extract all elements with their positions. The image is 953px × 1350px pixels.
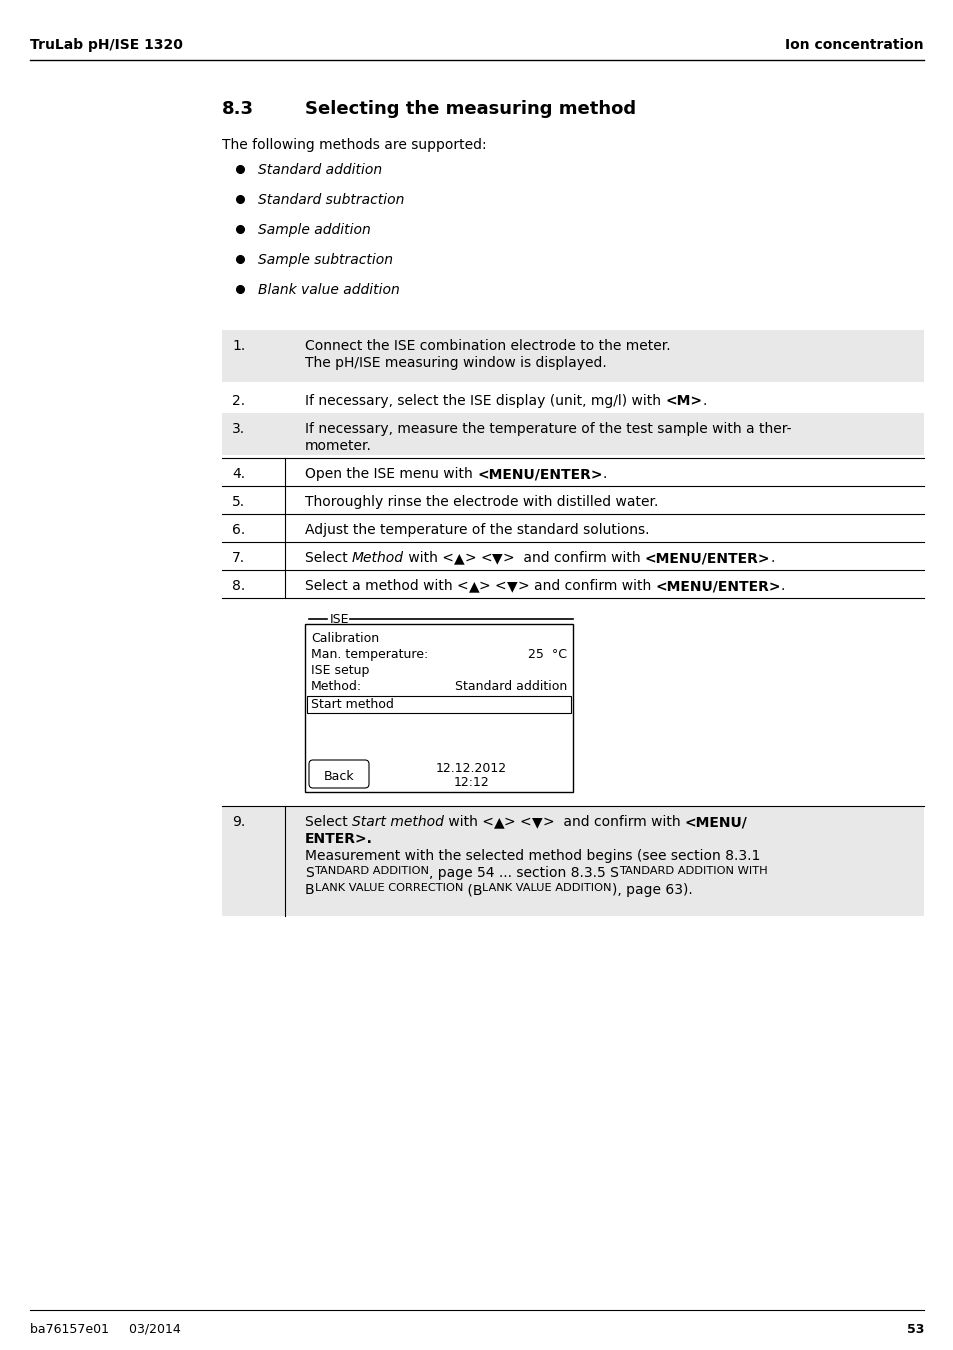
Text: 5.: 5. — [232, 495, 245, 509]
Text: <MENU/ENTER>: <MENU/ENTER> — [644, 551, 770, 566]
Text: The pH/ISE measuring window is displayed.: The pH/ISE measuring window is displayed… — [305, 356, 606, 370]
Text: Calibration: Calibration — [311, 632, 378, 645]
Text: >  and confirm with: > and confirm with — [542, 815, 684, 829]
Text: 9.: 9. — [232, 815, 245, 829]
Text: ▲: ▲ — [454, 551, 464, 566]
Text: .: . — [780, 579, 784, 593]
Text: with <: with < — [404, 551, 454, 566]
Text: LANK VALUE ADDITION: LANK VALUE ADDITION — [482, 883, 612, 892]
Text: <MENU/ENTER>: <MENU/ENTER> — [655, 579, 780, 593]
Text: ▼: ▼ — [506, 579, 517, 593]
Text: 7.: 7. — [232, 551, 245, 566]
Text: (B: (B — [462, 883, 482, 896]
Text: Standard addition: Standard addition — [455, 680, 566, 693]
Text: ▼: ▼ — [492, 551, 502, 566]
Text: mometer.: mometer. — [305, 439, 372, 454]
Text: ba76157e01     03/2014: ba76157e01 03/2014 — [30, 1323, 180, 1336]
Text: TANDARD ADDITION WITH: TANDARD ADDITION WITH — [618, 865, 766, 876]
Text: Select: Select — [305, 551, 352, 566]
FancyBboxPatch shape — [309, 760, 369, 788]
Text: ISE: ISE — [330, 613, 349, 626]
Text: 4.: 4. — [232, 467, 245, 481]
Text: 25  °C: 25 °C — [527, 648, 566, 662]
Text: TruLab pH/ISE 1320: TruLab pH/ISE 1320 — [30, 38, 183, 53]
Text: Select: Select — [305, 815, 352, 829]
Text: LANK VALUE CORRECTION: LANK VALUE CORRECTION — [314, 883, 462, 892]
Text: ), page 63).: ), page 63). — [612, 883, 692, 896]
Text: 8.3: 8.3 — [222, 100, 253, 117]
Text: <MENU/: <MENU/ — [684, 815, 747, 829]
Text: 2.: 2. — [232, 394, 245, 408]
Text: Open the ISE menu with: Open the ISE menu with — [305, 467, 476, 481]
Text: ▼: ▼ — [532, 815, 542, 829]
Text: ▲: ▲ — [468, 579, 478, 593]
Text: .: . — [701, 394, 706, 408]
Text: S: S — [305, 865, 314, 880]
Bar — [222, 806, 923, 917]
Text: Measurement with the selected method begins (see section 8.3.1: Measurement with the selected method beg… — [305, 849, 760, 863]
Text: If necessary, select the ISE display (unit, mg/l) with: If necessary, select the ISE display (un… — [305, 394, 664, 408]
Text: TANDARD ADDITION: TANDARD ADDITION — [314, 865, 428, 876]
Text: >  and confirm with: > and confirm with — [502, 551, 644, 566]
Text: Thoroughly rinse the electrode with distilled water.: Thoroughly rinse the electrode with dist… — [305, 495, 658, 509]
Text: , page 54 ... section 8.3.5 S: , page 54 ... section 8.3.5 S — [428, 865, 618, 880]
Text: <MENU/ENTER>: <MENU/ENTER> — [476, 467, 602, 481]
Text: The following methods are supported:: The following methods are supported: — [222, 138, 486, 153]
Text: Standard subtraction: Standard subtraction — [257, 193, 404, 207]
Text: > <: > < — [464, 551, 492, 566]
Text: 12.12.2012: 12.12.2012 — [436, 761, 506, 775]
Text: 8.: 8. — [232, 579, 245, 593]
Text: > and confirm with: > and confirm with — [517, 579, 655, 593]
Text: If necessary, measure the temperature of the test sample with a ther-: If necessary, measure the temperature of… — [305, 423, 791, 436]
Text: Man. temperature:: Man. temperature: — [311, 648, 428, 662]
Text: Selecting the measuring method: Selecting the measuring method — [305, 100, 636, 117]
Text: Method:: Method: — [311, 680, 362, 693]
Text: Method: Method — [352, 551, 404, 566]
Text: Blank value addition: Blank value addition — [257, 284, 399, 297]
Text: 12:12: 12:12 — [453, 776, 489, 788]
Text: with <: with < — [443, 815, 494, 829]
Text: ▲: ▲ — [494, 815, 504, 829]
Text: .: . — [770, 551, 774, 566]
Bar — [307, 697, 571, 713]
Text: Ion concentration: Ion concentration — [784, 38, 923, 53]
Text: Connect the ISE combination electrode to the meter.: Connect the ISE combination electrode to… — [305, 339, 670, 352]
Text: Start method: Start method — [352, 815, 443, 829]
Text: Start method: Start method — [311, 698, 394, 711]
Text: > <: > < — [478, 579, 506, 593]
Text: ENTER>.: ENTER>. — [305, 832, 373, 846]
Bar — [305, 624, 573, 792]
Text: 1.: 1. — [232, 339, 245, 352]
Text: <M>: <M> — [664, 394, 701, 408]
Text: 53: 53 — [905, 1323, 923, 1336]
Bar — [222, 413, 923, 455]
Text: B: B — [305, 883, 314, 896]
Text: Sample addition: Sample addition — [257, 223, 371, 238]
Bar — [222, 329, 923, 382]
Text: Adjust the temperature of the standard solutions.: Adjust the temperature of the standard s… — [305, 522, 649, 537]
Text: 6.: 6. — [232, 522, 245, 537]
Text: 3.: 3. — [232, 423, 245, 436]
Text: > <: > < — [504, 815, 532, 829]
Text: Sample subtraction: Sample subtraction — [257, 252, 393, 267]
Text: .: . — [602, 467, 606, 481]
Text: ISE setup: ISE setup — [311, 664, 369, 676]
Text: Back: Back — [323, 769, 354, 783]
Text: Standard addition: Standard addition — [257, 163, 382, 177]
Text: Select a method with <: Select a method with < — [305, 579, 468, 593]
